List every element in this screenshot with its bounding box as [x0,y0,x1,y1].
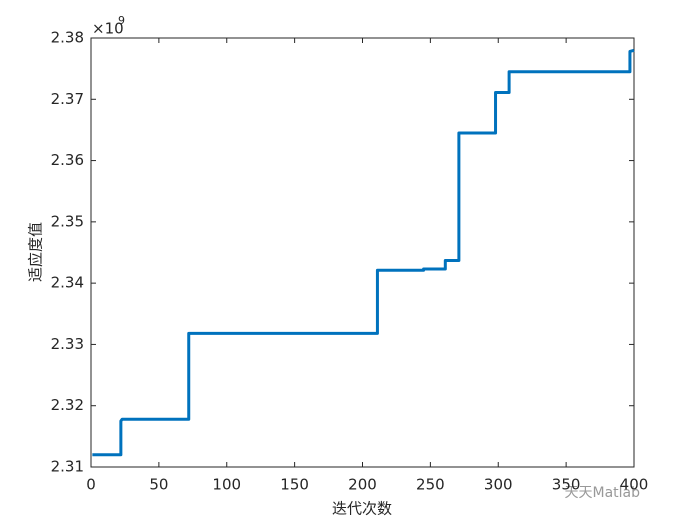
x-tick-label: 200 [348,476,377,494]
x-tick-label: 100 [212,476,241,494]
y-tick-label: 2.33 [51,335,84,353]
exponent: 9 [118,14,125,27]
x-tick-label: 250 [416,476,445,494]
y-axis-label: 适应度值 [27,222,45,282]
x-tick-label: 150 [280,476,309,494]
x-tick-label: 50 [149,476,168,494]
watermark: 天天Matlab [564,485,640,501]
x-tick-label: 400 [620,476,649,494]
y-tick-label: 2.36 [51,151,84,169]
x-tick-label: 0 [86,476,96,494]
y-tick-label: 2.38 [51,29,84,47]
plot-area [90,37,635,468]
y-tick-label: 2.37 [51,90,84,108]
y-tick-label: 2.31 [51,458,84,476]
data-line [92,48,635,457]
x-tick-label: 350 [552,476,581,494]
y-tick-label: 2.34 [51,274,84,292]
x-tick-label: 300 [484,476,513,494]
y-tick-label: 2.32 [51,396,84,414]
x-axis-label: 迭代次数 [332,500,392,518]
exponent-base: ×10 [92,20,124,38]
y-tick-label: 2.35 [51,212,84,230]
